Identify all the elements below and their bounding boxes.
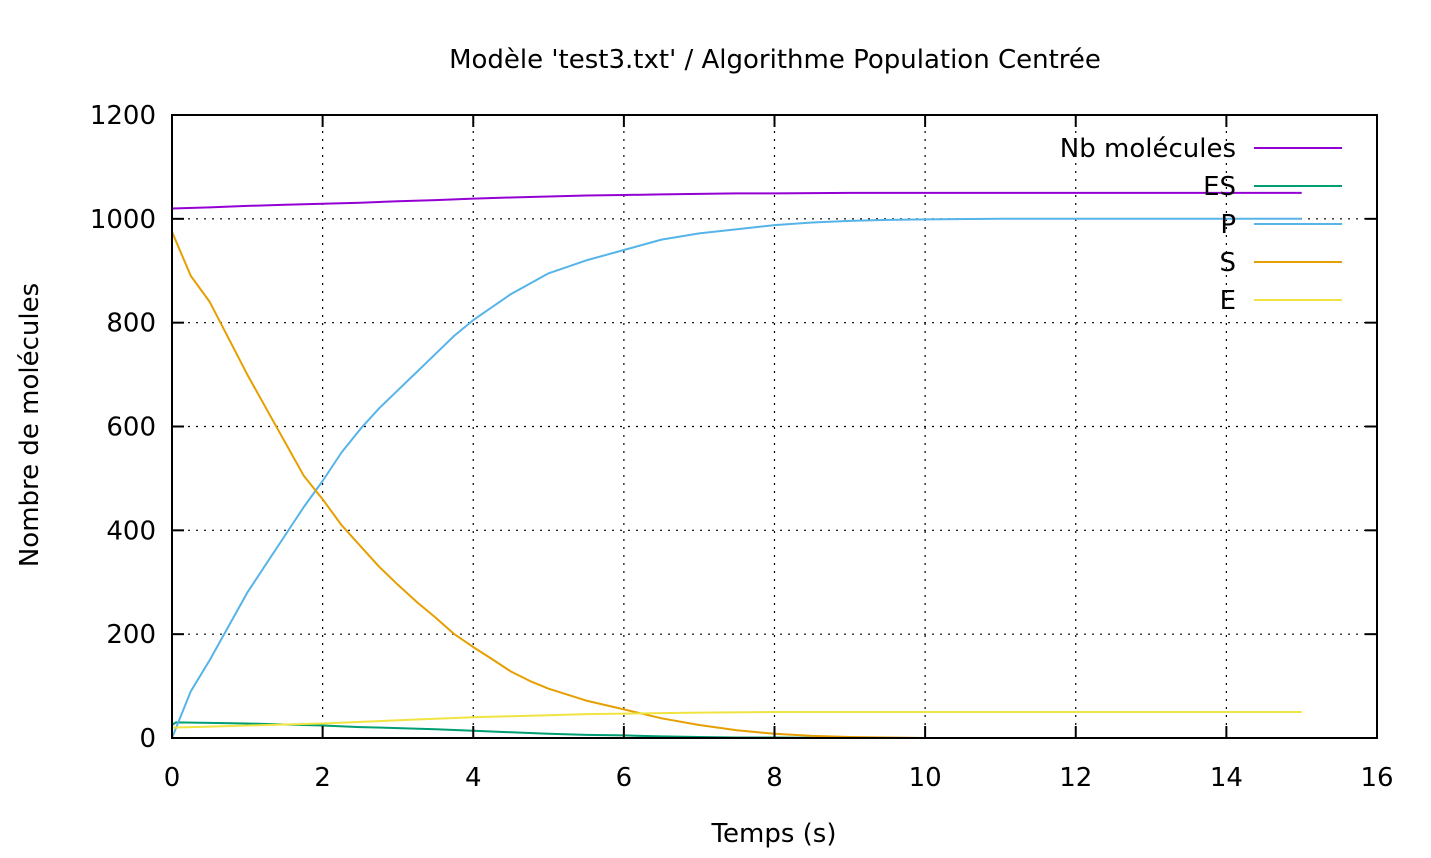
grid-lines — [172, 115, 1377, 738]
y-tick-label: 800 — [106, 309, 156, 339]
series-line-0 — [171, 191, 1302, 210]
x-tick-label: 4 — [465, 763, 482, 793]
x-tick-label: 2 — [314, 763, 331, 793]
series-line-3 — [171, 231, 1302, 739]
series-lines — [171, 191, 1302, 739]
y-tick-label: 1000 — [90, 205, 156, 235]
y-tick-label: 200 — [106, 620, 156, 650]
y-tick-label: 1200 — [90, 101, 156, 131]
x-tick-label: 12 — [1059, 763, 1092, 793]
x-tick-label: 14 — [1210, 763, 1243, 793]
series-line-2 — [171, 217, 1302, 739]
y-axis-label: Nombre de molécules — [15, 283, 45, 567]
y-tick-label: 0 — [139, 724, 156, 754]
x-axis-label: Temps (s) — [711, 819, 837, 849]
series-line-4 — [171, 711, 1302, 729]
x-tick-label: 0 — [164, 763, 181, 793]
y-tick-label: 600 — [106, 413, 156, 443]
legend-label: E — [1220, 286, 1236, 316]
chart-title: Modèle 'test3.txt' / Algorithme Populati… — [449, 45, 1101, 75]
x-tick-label: 6 — [616, 763, 633, 793]
legend-label: S — [1219, 248, 1236, 278]
x-tick-label: 16 — [1360, 763, 1393, 793]
axis-ticks: 0 2 4 6 8 10 12 14 16 0 200 400 600 800 1000 1200 — [90, 101, 1394, 793]
legend-label: ES — [1203, 172, 1236, 202]
x-tick-label: 10 — [909, 763, 942, 793]
legend: Nb molécules ES PSE — [1060, 134, 1342, 316]
legend-label: Nb molécules — [1060, 134, 1236, 164]
y-tick-label: 400 — [106, 516, 156, 546]
legend-label: P — [1220, 210, 1236, 240]
x-tick-label: 8 — [766, 763, 783, 793]
